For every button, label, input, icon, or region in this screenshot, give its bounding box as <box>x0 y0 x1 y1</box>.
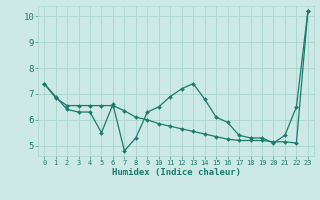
X-axis label: Humidex (Indice chaleur): Humidex (Indice chaleur) <box>111 168 241 177</box>
